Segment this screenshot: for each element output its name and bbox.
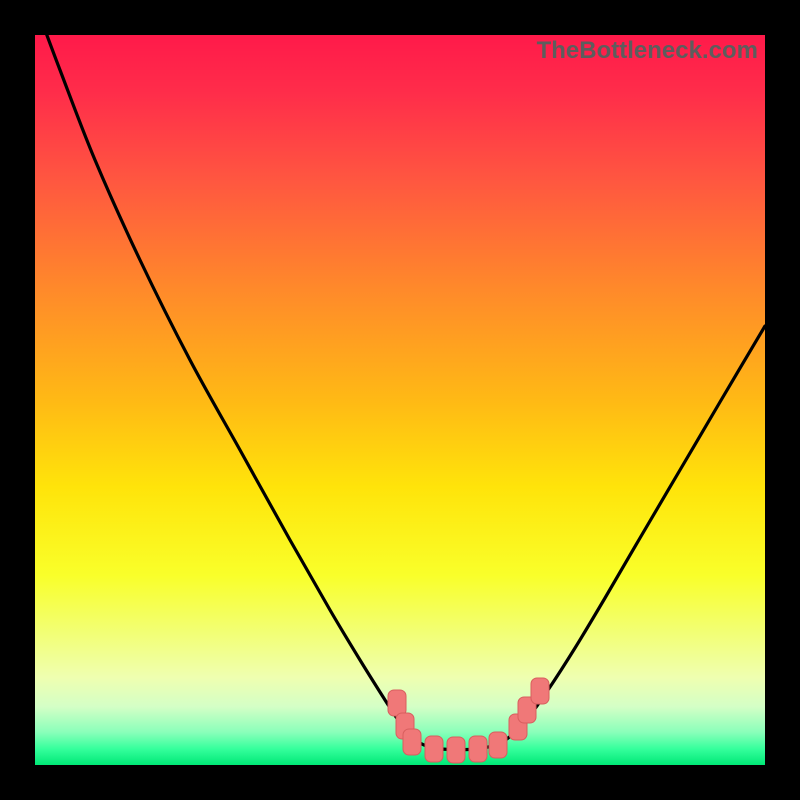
curve-marker [531,678,549,704]
markers-group [388,678,549,763]
chart-svg [0,0,800,800]
bottleneck-curve [35,3,765,750]
curve-marker [388,690,406,716]
curve-marker [489,732,507,758]
curve-marker [425,736,443,762]
curve-marker [447,737,465,763]
curve-marker [469,736,487,762]
curve-marker [403,729,421,755]
